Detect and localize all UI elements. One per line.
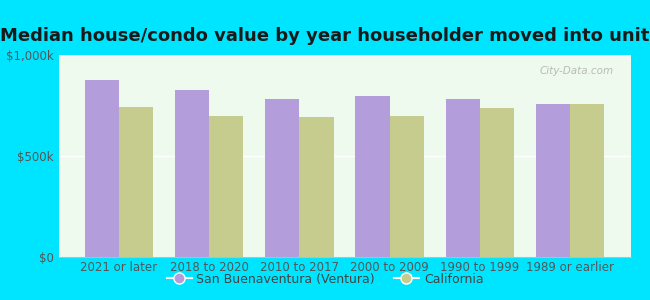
Bar: [175, 90, 209, 256]
Bar: [209, 116, 243, 256]
Bar: [480, 108, 514, 256]
Bar: [570, 104, 604, 256]
Bar: [300, 117, 333, 256]
Bar: [356, 96, 389, 256]
Bar: [265, 99, 300, 256]
Text: Median house/condo value by year householder moved into unit: Median house/condo value by year househo…: [0, 27, 650, 45]
Bar: [389, 116, 424, 256]
Bar: [84, 80, 119, 256]
Text: City-Data.com: City-Data.com: [540, 65, 614, 76]
Bar: [536, 104, 570, 256]
Bar: [119, 107, 153, 256]
Bar: [446, 99, 480, 256]
Legend: San Buenaventura (Ventura), California: San Buenaventura (Ventura), California: [161, 268, 489, 291]
